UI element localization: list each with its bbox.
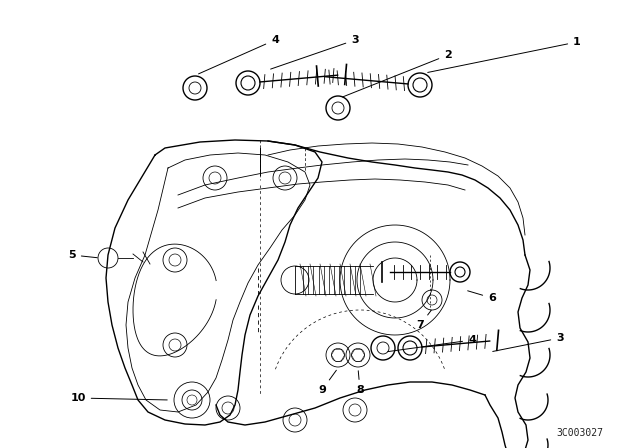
Text: 2: 2 (342, 50, 452, 97)
Text: 9: 9 (318, 370, 337, 395)
Text: 1: 1 (428, 37, 581, 73)
Text: 4: 4 (198, 35, 279, 74)
Text: 3: 3 (271, 35, 359, 69)
Text: 3: 3 (493, 333, 564, 351)
Text: 5: 5 (68, 250, 97, 260)
Text: 3C003027: 3C003027 (557, 428, 604, 438)
Text: 4: 4 (388, 335, 476, 352)
Text: 7: 7 (416, 310, 431, 330)
Text: 10: 10 (70, 393, 167, 403)
Text: 8: 8 (356, 371, 364, 395)
Text: 6: 6 (468, 291, 496, 303)
